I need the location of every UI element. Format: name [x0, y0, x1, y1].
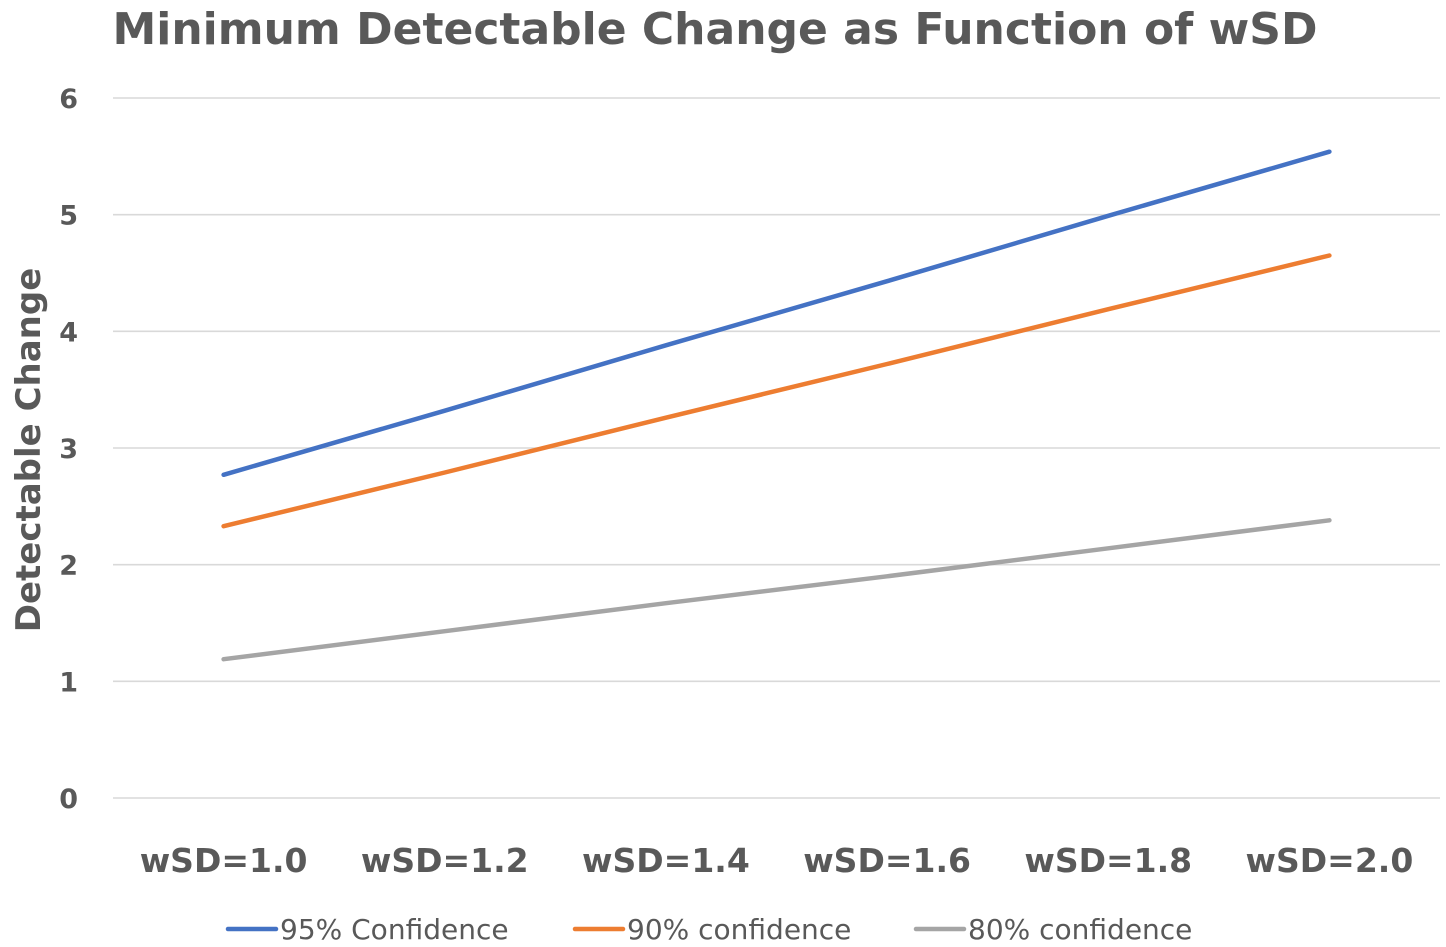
legend: 95% Confidence 90% confidence 80% confiden… — [225, 913, 1192, 946]
legend-label: 95% Confidence — [280, 913, 509, 946]
y-axis-label: Detectable Change — [9, 268, 49, 633]
legend-label: 90% confidence — [627, 913, 851, 946]
legend-item: 95% Confidence — [225, 913, 509, 946]
y-tick-label: 5 — [59, 201, 78, 232]
y-tick-label: 6 — [59, 84, 78, 115]
series-lines — [221, 149, 1332, 662]
series-line-3 — [221, 518, 1332, 662]
y-tick-label: 4 — [59, 317, 78, 348]
legend-item: 90% confidence — [572, 913, 851, 946]
y-tick-label: 0 — [59, 784, 78, 815]
y-tick-label: 1 — [59, 667, 78, 698]
y-axis-ticks: 0 1 2 3 4 5 6 — [59, 84, 78, 815]
y-tick-label: 3 — [59, 434, 78, 465]
legend-label: 80% confidence — [968, 913, 1192, 946]
series-line-1 — [221, 149, 1332, 478]
legend-item: 80% confidence — [913, 913, 1192, 946]
x-tick-label: wSD=1.6 — [803, 841, 971, 880]
x-tick-label: wSD=1.2 — [361, 841, 529, 880]
x-tick-label: wSD=1.4 — [582, 841, 750, 880]
gridlines — [113, 97, 1440, 799]
y-tick-label: 2 — [59, 551, 78, 582]
series-line-2 — [221, 253, 1332, 529]
x-tick-label: wSD=1.0 — [140, 841, 308, 880]
x-tick-label: wSD=1.8 — [1024, 841, 1192, 880]
chart-title: Minimum Detectable Change as Function of… — [112, 4, 1317, 55]
x-tick-label: wSD=2.0 — [1246, 841, 1414, 880]
x-axis-ticks: wSD=1.0 wSD=1.2 wSD=1.4 wSD=1.6 wSD=1.8 wSD=2… — [140, 841, 1414, 880]
